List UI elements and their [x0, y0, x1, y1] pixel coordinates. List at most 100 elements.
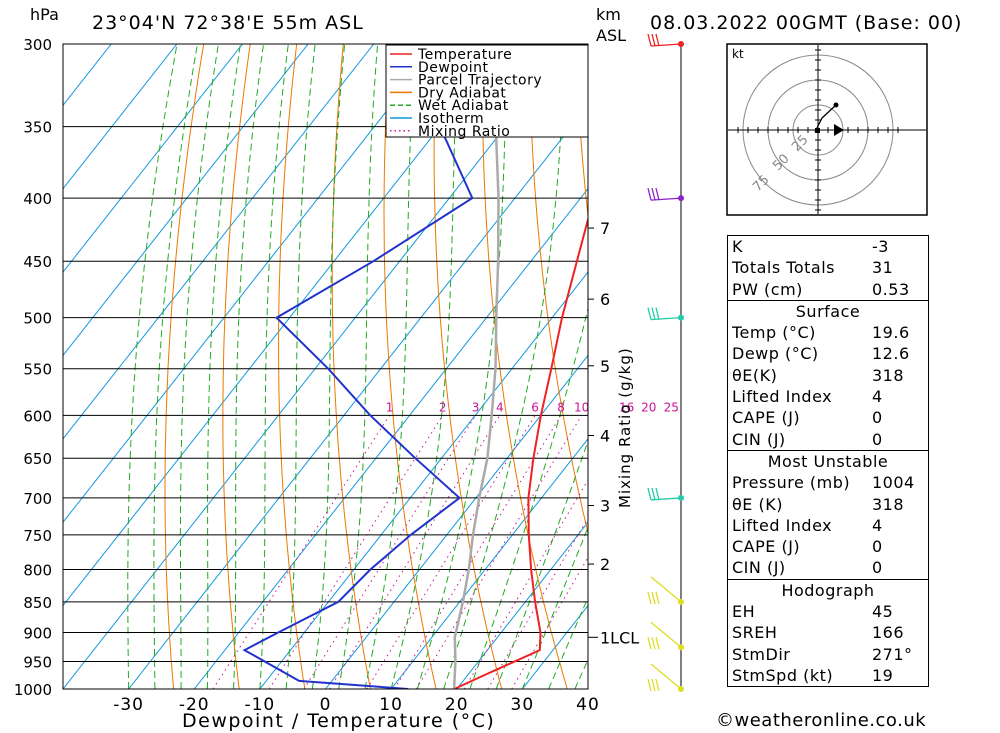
pressure-tick-label: 750 [23, 527, 52, 545]
dry-adiabat-line [948, 44, 1000, 689]
mixing-ratio-label: 25 [664, 400, 679, 414]
row-value: 31 [872, 258, 894, 278]
row-value: 0 [872, 558, 883, 578]
row-value: 4 [872, 515, 883, 535]
wet-adiabat-line [233, 44, 264, 689]
table-row: PW (cm) 0.53 [728, 279, 928, 300]
isotherm-line [128, 104, 588, 689]
datetime-title: 08.03.2022 00GMT (Base: 00) [650, 12, 962, 34]
table-row: StmDir 271° [728, 644, 928, 665]
table-row: K -3 [728, 236, 928, 257]
isotherm-line [325, 354, 588, 689]
row-label: θE (K) [732, 494, 783, 514]
isotherm-line [63, 44, 178, 190]
most-unstable-title: Most Unstable [767, 451, 889, 471]
row-label: CAPE (J) [732, 537, 801, 557]
hodograph-unit-label: kt [732, 47, 744, 61]
isotherm-line [63, 44, 506, 607]
pressure-tick-label: 450 [23, 253, 52, 271]
table-row: StmSpd (kt) 19 [728, 665, 928, 686]
row-value: 4 [872, 387, 883, 407]
row-label: Temp (°C) [732, 323, 816, 343]
table-row: CIN (J) 0 [728, 429, 928, 450]
km-tick-label: 2 [600, 555, 610, 574]
pressure-tick-label: 1000 [14, 681, 52, 699]
table-row: CIN (J) 0 [728, 557, 928, 578]
mixing-ratio-label: 8 [557, 400, 565, 414]
pressure-tick-label: 550 [23, 361, 52, 379]
mixing-ratio-label: 4 [496, 400, 504, 414]
row-label: θE(K) [732, 365, 778, 385]
row-label: StmDir [732, 644, 791, 664]
table-row: SREH 166 [728, 622, 928, 643]
asl-label: ASL [596, 26, 626, 45]
wet-adiabat-line [495, 439, 588, 689]
row-label: Dewp (°C) [732, 344, 819, 364]
row-label: SREH [732, 623, 778, 643]
mixing-ratio-label: 6 [531, 400, 539, 414]
dry-adiabat-line [995, 44, 1000, 689]
km-tick-label: 7 [600, 219, 610, 238]
row-value: 318 [872, 494, 905, 514]
mixing-ratio-label: 2 [439, 400, 447, 414]
mixing-ratio-line [415, 415, 583, 689]
pressure-tick-label: 400 [23, 190, 52, 208]
row-label: Lifted Index [732, 387, 833, 407]
isotherm-line [63, 44, 440, 524]
pressure-tick-label: 500 [23, 310, 52, 328]
row-label: Lifted Index [732, 515, 833, 535]
legend-label: Isotherm [418, 111, 484, 127]
mixing-ratio-label: 16 [619, 400, 634, 414]
mixing-ratio-label: 3 [472, 400, 480, 414]
legend-label: Temperature [417, 47, 512, 63]
legend-label: Dewpoint [418, 60, 489, 76]
wind-barb [647, 307, 682, 321]
isotherm-line [63, 44, 112, 107]
row-value: 45 [872, 602, 894, 622]
row-value: 318 [872, 365, 905, 385]
wet-adiabat-line [127, 44, 178, 689]
row-value: 0 [872, 408, 883, 428]
temperature-tick-label: 20 [445, 695, 469, 715]
row-label: PW (cm) [732, 279, 803, 299]
mixing-ratio-label: 20 [641, 400, 656, 414]
wet-adiabat-line [443, 44, 566, 689]
temperature-tick-label: 30 [511, 695, 535, 715]
row-label: K [732, 237, 743, 256]
series-temperature-line [453, 215, 588, 689]
isotherm-line [390, 438, 588, 689]
surface-section: Surface Temp (°C) 19.6 Dewp (°C) 12.6 θE(K) 3… [728, 299, 928, 450]
legend-label: Dry Adiabat [418, 85, 506, 101]
row-label: StmSpd (kt) [732, 665, 834, 685]
table-row: Dewp (°C) 12.6 [728, 343, 928, 364]
km-tick-label: 3 [600, 497, 610, 516]
row-label: CIN (J) [732, 429, 786, 449]
wet-adiabat-line [548, 596, 588, 689]
temperature-tick-label: 0 [320, 695, 332, 715]
dry-adiabat-line [331, 44, 371, 689]
km-tick-label: 5 [600, 357, 610, 376]
row-value: 271° [872, 644, 913, 664]
pressure-tick-label: 650 [23, 450, 52, 468]
wet-adiabat-line [259, 44, 289, 689]
copyright[interactable]: ©weatheronline.co.uk [716, 710, 927, 731]
mixing-ratio-axis-title: Mixing Ratio (g/kg) [616, 347, 634, 508]
table-row: Temp (°C) 19.6 [728, 322, 928, 343]
wind-barb [647, 187, 682, 201]
row-label: Pressure (mb) [732, 473, 851, 493]
surface-title: Surface [795, 301, 861, 321]
wet-adiabat-line [206, 44, 241, 689]
dry-adiabat-line [278, 44, 306, 689]
pressure-tick-label: 700 [23, 490, 52, 508]
legend-label: Mixing Ratio [418, 124, 510, 140]
wet-adiabat-line [364, 44, 416, 689]
pressure-tick-label: 300 [23, 36, 52, 54]
row-label: Totals Totals [732, 258, 835, 278]
hodograph-point [833, 102, 839, 108]
legend-label: Parcel Trajectory [418, 73, 542, 89]
wet-adiabat-line [338, 44, 379, 689]
row-value: 166 [872, 623, 905, 643]
